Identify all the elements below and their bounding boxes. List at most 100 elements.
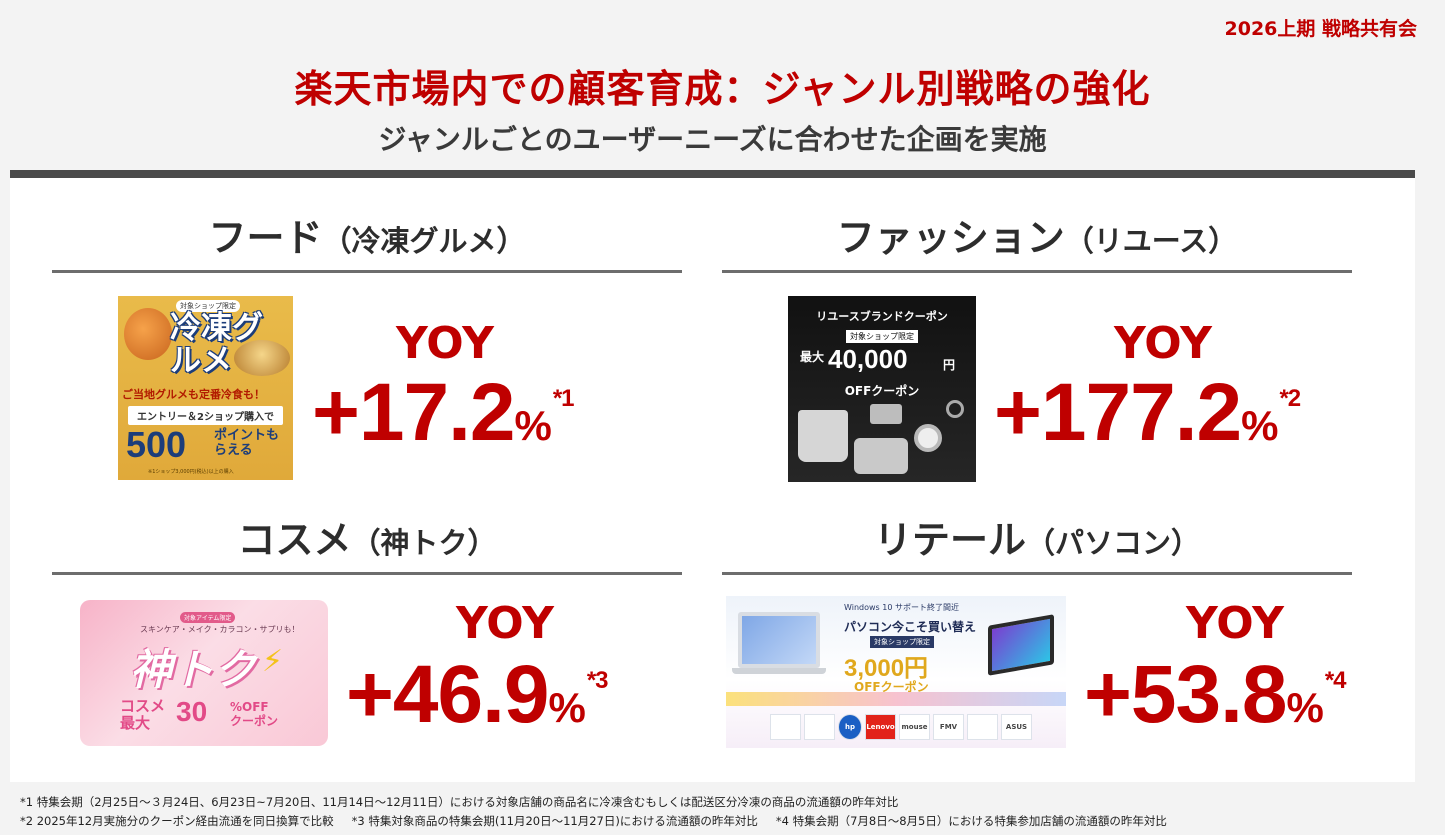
gyoza-image <box>234 340 290 376</box>
banner-stripe <box>726 692 1066 706</box>
yoy-unit: % <box>1286 684 1323 731</box>
banner-coupon: OFFクーポン <box>844 384 920 398</box>
banner-headline: 冷凍グルメ <box>170 310 263 379</box>
banner-line1: コスメ <box>120 697 166 715</box>
section-title-main: フード <box>208 216 323 260</box>
yoy-number: +46.9 <box>346 649 549 740</box>
hp-logo: hp <box>838 714 862 740</box>
lightning-icon: ⚡ <box>262 644 284 679</box>
yoy-value-cosme: +46.9%*3 <box>346 648 609 742</box>
banner-off-label: %OFF <box>230 700 269 714</box>
banner-line: コスメ 最大 <box>120 698 165 732</box>
fmv-logo: FMV <box>933 714 964 740</box>
footnote-1: *1 特集会期（2月25日～３月24日、6月23日~7月20日、11月14日～1… <box>20 795 899 809</box>
banner-heading: リユースブランドクーポン <box>816 310 948 323</box>
section-title-fashion: ファッション（リユース） <box>722 206 1352 270</box>
retail-banner-image: Windows 10 サポート終了間近 パソコン今こそ買い替え 対象ショップ限定… <box>726 596 1066 748</box>
section-divider <box>722 270 1352 273</box>
shoulder-bag-image <box>854 438 908 474</box>
yoy-value-retail: +53.8%*4 <box>1084 648 1347 742</box>
section-title-retail: リテール（パソコン） <box>722 508 1352 572</box>
section-divider <box>52 270 682 273</box>
yoy-label-food: YOY <box>396 318 494 369</box>
yoy-number: +177.2 <box>994 367 1242 458</box>
banner-tag: 対象アイテム限定 <box>180 612 236 623</box>
fashion-banner-image: リユースブランドクーポン 対象ショップ限定 最大 40,000 円 OFFクーポ… <box>788 296 976 482</box>
fried-shrimp-image <box>124 308 172 360</box>
banner-entry: エントリー＆2ショップ購入で <box>128 406 283 425</box>
yoy-label-retail: YOY <box>1186 598 1284 649</box>
banner-headline: パソコン今こそ買い替え <box>844 620 977 634</box>
section-title-main: リテール <box>873 518 1026 562</box>
banner-amount: 3,000円 <box>844 655 929 682</box>
yoy-label-cosme: YOY <box>456 598 554 649</box>
banner-line2: 最大 <box>120 714 151 732</box>
section-cosme: コスメ（神トク） <box>52 508 682 575</box>
footnote-row-2: *2 2025年12月実施分のクーポン経由流通を同日換算で比較 *3 特集対象商品… <box>20 812 1167 831</box>
banner-top: Windows 10 サポート終了間近 <box>844 603 959 612</box>
banner-coupon: クーポン <box>230 714 279 728</box>
event-label: 2026上期 戦略共有会 <box>1224 18 1418 40</box>
footnote-mark: *4 <box>1324 667 1347 694</box>
asus-logo: ASUS <box>1001 714 1032 740</box>
footnote-3: *3 特集対象商品の特集会期(11月20日～11月27日)における流通額の昨年対… <box>351 814 758 828</box>
banner-tag: 対象ショップ限定 <box>870 636 934 648</box>
section-title-main: ファッション <box>836 216 1065 260</box>
yoy-number: +53.8 <box>1084 649 1287 740</box>
brand-logos: hp Lenovo mouse FMV ASUS <box>770 714 1032 740</box>
brand-logo <box>967 714 998 740</box>
brand-logo <box>770 714 801 740</box>
section-title-sub: （リユース） <box>1064 224 1238 258</box>
banner-coupon: OFFクーポン <box>854 680 929 694</box>
ring-image <box>946 400 964 418</box>
section-title-sub: （神トク） <box>351 526 497 560</box>
banner-off: %OFF クーポン <box>230 700 278 728</box>
yoy-value-food: +17.2%*1 <box>312 366 575 460</box>
convertible-laptop-image <box>988 614 1054 676</box>
banner-note: ※1ショップ3,000円(税込)以上の購入 <box>148 469 234 475</box>
section-retail: リテール（パソコン） <box>722 508 1352 575</box>
brand-logo <box>804 714 835 740</box>
section-fashion: ファッション（リユース） <box>722 206 1352 273</box>
footnote-4: *4 特集会期（7月8日～8月5日）における特集参加店舗の流通額の昨年対比 <box>775 814 1167 828</box>
page-title: 楽天市場内での顧客育成：ジャンル別戦略の強化 <box>294 67 1151 111</box>
banner-points-suffix: ポイントもらえる <box>214 428 280 458</box>
banner-tag: 対象ショップ限定 <box>846 330 918 343</box>
yoy-value-fashion: +177.2%*2 <box>994 366 1301 460</box>
wallet-image <box>870 404 902 424</box>
section-divider <box>52 572 682 575</box>
banner-points: 500 <box>126 424 187 465</box>
yoy-unit: % <box>548 684 585 731</box>
mouse-logo: mouse <box>899 714 930 740</box>
section-title-sub: （パソコン） <box>1026 526 1201 560</box>
food-banner-image: 対象ショップ限定 冷凍グルメ ご当地グルメも定番冷食も！ エントリー＆2ショップ… <box>118 296 293 480</box>
banner-amount: 40,000 <box>828 344 908 374</box>
footnote-2: *2 2025年12月実施分のクーポン経由流通を同日換算で比較 <box>20 814 334 828</box>
banner-tag: 対象ショップ限定 <box>176 300 240 312</box>
cosme-banner-image: 対象アイテム限定 スキンケア・メイク・カラコン・サプリも！ 神トク ⚡ コスメ最… <box>80 600 328 746</box>
laptop-base <box>732 668 826 674</box>
lenovo-logo: Lenovo <box>865 714 896 740</box>
banner-max: 最大 <box>800 350 825 364</box>
section-food: フード（冷凍グルメ） <box>52 206 682 273</box>
footnote-mark: *2 <box>1279 385 1301 412</box>
section-title-cosme: コスメ（神トク） <box>52 508 682 572</box>
footnote-mark: *1 <box>552 385 575 412</box>
handbag-image <box>798 410 848 462</box>
yoy-unit: % <box>514 402 551 449</box>
section-title-main: コスメ <box>237 518 352 562</box>
laptop-image <box>738 612 820 668</box>
watch-image <box>914 424 942 452</box>
banner-percent: 30 <box>176 696 208 727</box>
section-divider <box>722 572 1352 575</box>
content-panel: フード（冷凍グルメ） ファッション（リユース） コスメ（神トク） リテール（パソ… <box>10 170 1415 782</box>
page-subtitle: ジャンルごとのユーザーニーズに合わせた企画を実施 <box>378 123 1047 156</box>
section-title-sub: （冷凍グルメ） <box>322 224 526 258</box>
yoy-number: +17.2 <box>312 367 515 458</box>
banner-headline: 神トク <box>130 645 257 694</box>
banner-items: スキンケア・メイク・カラコン・サプリも！ <box>140 625 300 634</box>
footnote-mark: *3 <box>586 667 609 694</box>
banner-yen: 円 <box>943 358 956 372</box>
banner-catch: ご当地グルメも定番冷食も！ <box>122 388 265 401</box>
yoy-label-fashion: YOY <box>1114 318 1212 369</box>
